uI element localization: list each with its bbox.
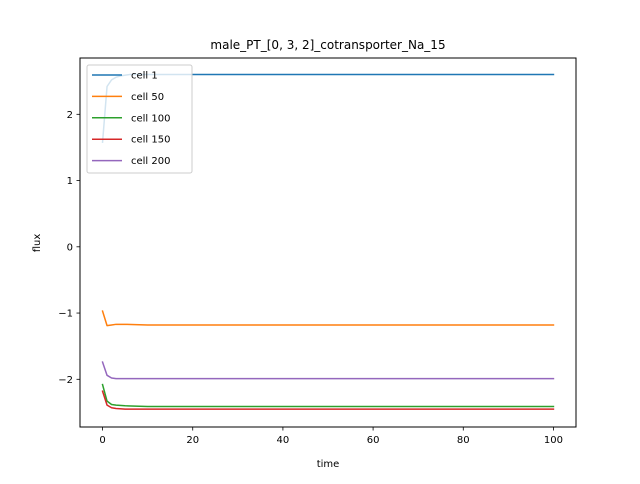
y-axis-label: flux [32,234,43,253]
x-tick-label: 40 [277,435,290,446]
x-tick-label: 60 [367,435,380,446]
y-tick-label: 1 [67,176,73,187]
series-line-5 [101,361,555,380]
legend: cell 1 cell 50 cell 100 cell 150 cell 200 [86,64,193,174]
chart-title: male_PT_[0, 3, 2]_cotransporter_Na_15 [210,38,445,52]
y-tick-label: −1 [58,309,73,320]
series-line-3 [101,383,555,408]
x-axis: 0 20 40 60 80 100 [99,427,563,446]
legend-label-5: cell 200 [131,156,170,167]
legend-label-2: cell 50 [131,92,164,103]
y-axis: −2 −1 0 1 2 [58,110,80,386]
x-tick-label: 20 [186,435,199,446]
series-line-4 [101,390,555,410]
y-tick-label: 2 [67,110,73,121]
x-axis-label: time [317,459,340,470]
y-tick-label: −2 [58,375,73,386]
series-line-2 [101,310,555,327]
y-tick-label: 0 [67,242,73,253]
x-tick-label: 0 [99,435,105,446]
x-tick-label: 80 [457,435,470,446]
legend-box [86,64,193,174]
plot-frame [79,57,577,428]
legend-label-1: cell 1 [131,71,158,82]
legend-label-3: cell 100 [131,113,170,124]
legend-label-4: cell 150 [131,135,170,146]
x-tick-label: 100 [544,435,563,446]
